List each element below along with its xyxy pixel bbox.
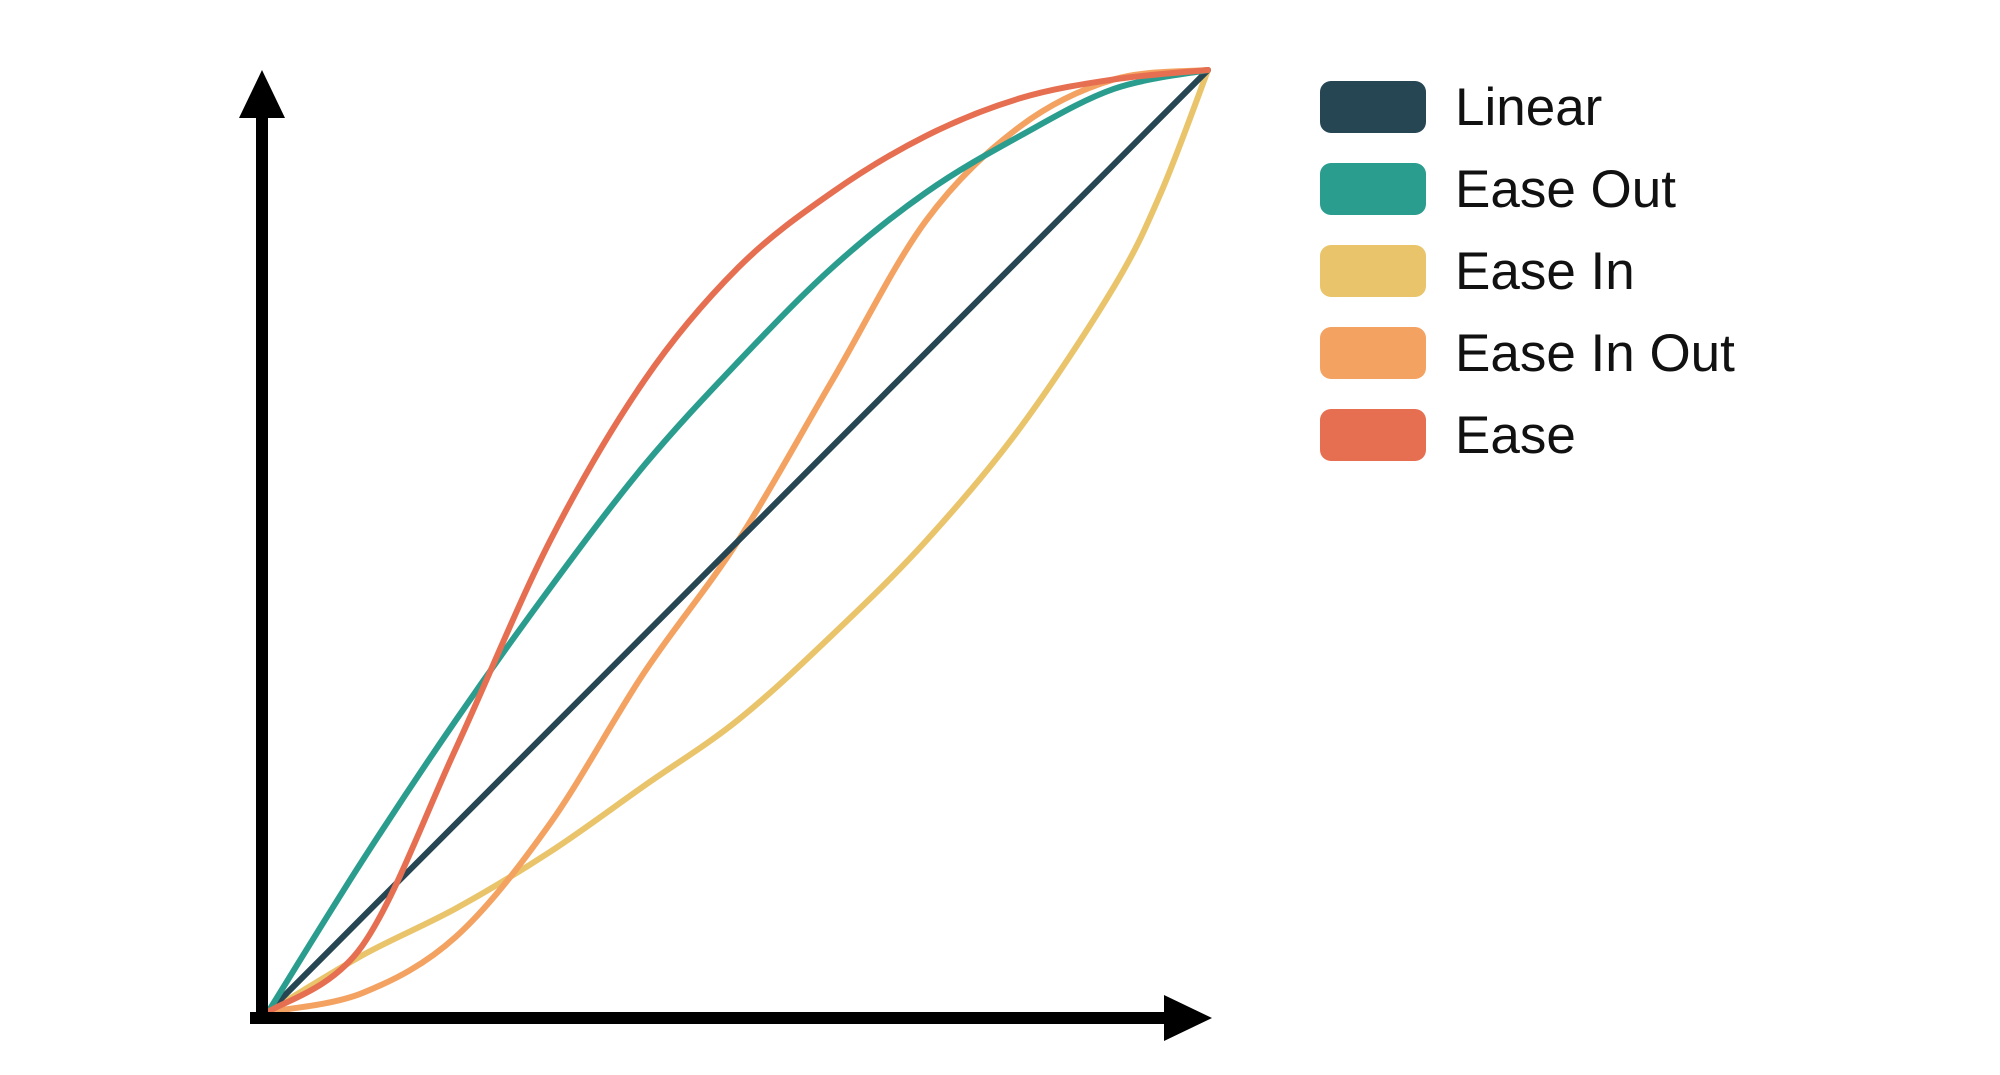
legend-item-linear: Linear — [1320, 66, 1735, 148]
legend-item-ease-out: Ease Out — [1320, 148, 1735, 230]
legend-item-ease: Ease — [1320, 394, 1735, 476]
legend-swatch — [1320, 81, 1426, 133]
axes-layer — [239, 70, 1212, 1041]
curves-layer — [265, 67, 1211, 1015]
legend-label: Ease In — [1455, 241, 1635, 301]
legend-item-ease-in-out: Ease In Out — [1320, 312, 1735, 394]
x-axis-arrow-icon — [1164, 995, 1212, 1041]
legend-label: Linear — [1455, 77, 1603, 137]
legend-label: Ease — [1455, 405, 1576, 465]
y-axis-arrow-icon — [239, 70, 285, 118]
series-line-ease — [265, 67, 1211, 1015]
legend-swatch — [1320, 245, 1426, 297]
legend-swatch — [1320, 163, 1426, 215]
series-line-linear — [265, 67, 1211, 1015]
legend-label: Ease Out — [1455, 159, 1676, 219]
legend-item-ease-in: Ease In — [1320, 230, 1735, 312]
legend-swatch — [1320, 409, 1426, 461]
legend-swatch — [1320, 327, 1426, 379]
legend: Linear Ease Out Ease In Ease In Out Ease — [1320, 66, 1735, 476]
series-line-ease-in — [265, 67, 1211, 1015]
legend-label: Ease In Out — [1455, 323, 1735, 383]
series-line-ease-out — [265, 67, 1211, 1015]
